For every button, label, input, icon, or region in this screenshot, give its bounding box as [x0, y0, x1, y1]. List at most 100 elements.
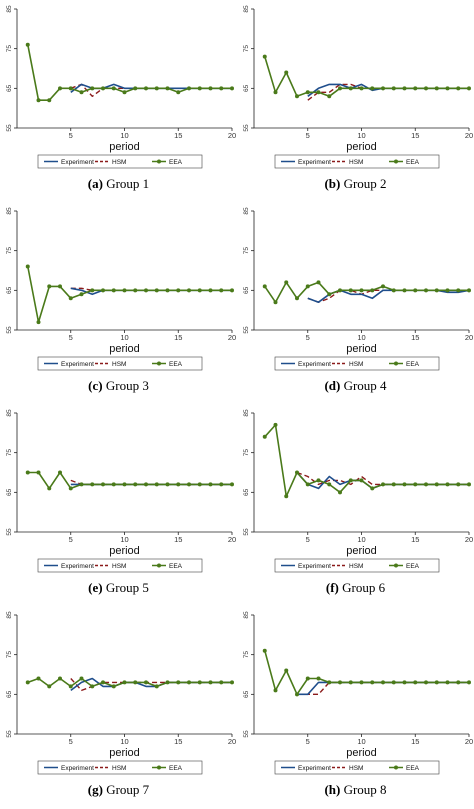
- legend-label: EEA: [406, 765, 420, 772]
- data-point: [295, 470, 299, 475]
- data-point: [402, 680, 407, 685]
- series-line: [307, 83, 469, 101]
- y-tick-label: 65: [243, 488, 250, 496]
- data-point: [424, 482, 428, 487]
- data-point: [133, 86, 138, 91]
- data-point: [305, 676, 310, 681]
- y-tick-label: 65: [243, 84, 250, 92]
- data-point: [456, 288, 461, 293]
- data-point: [413, 482, 418, 487]
- data-point: [456, 86, 461, 91]
- x-tick-label: 10: [357, 535, 365, 544]
- legend-label: Experiment: [61, 361, 94, 368]
- data-point: [144, 288, 148, 293]
- data-point: [424, 288, 428, 293]
- legend-box: [274, 356, 440, 371]
- data-point: [122, 288, 127, 293]
- data-point: [359, 86, 364, 91]
- data-point: [25, 42, 30, 47]
- data-point: [90, 684, 95, 689]
- y-tick-label: 75: [6, 247, 13, 255]
- data-point: [111, 684, 116, 689]
- panel-title: Group 8: [343, 782, 387, 797]
- y-tick-label: 85: [243, 207, 250, 215]
- data-point: [36, 676, 41, 681]
- data-point: [90, 482, 95, 487]
- legend-label: EEA: [169, 563, 183, 570]
- y-tick-label: 85: [6, 611, 13, 619]
- x-tick-label: 20: [465, 131, 473, 140]
- data-point: [316, 478, 321, 483]
- data-point: [370, 86, 375, 91]
- legend: Experiment HSM EEA: [274, 356, 440, 371]
- data-point: [445, 482, 450, 487]
- chart-3: 55 65 75 85 5 10 15 20 period Experiment HSM EEA: [6, 207, 236, 371]
- x-tick-label: 15: [411, 333, 419, 342]
- data-point: [359, 680, 364, 685]
- x-axis-label: period: [346, 141, 377, 153]
- panel-caption: (a) Group 1: [0, 176, 237, 192]
- x-tick-label: 5: [306, 131, 310, 140]
- series-line: [27, 44, 232, 101]
- data-point: [381, 482, 385, 487]
- data-point: [327, 680, 332, 685]
- x-tick-label: 10: [357, 333, 365, 342]
- data-point: [370, 486, 375, 491]
- chart-8: 55 65 75 85 5 10 15 20 period Experiment HSM EEA: [243, 611, 473, 775]
- data-point: [230, 482, 234, 487]
- data-point: [79, 482, 84, 487]
- data-point: [144, 482, 148, 487]
- series-eea: [262, 54, 471, 99]
- data-point: [101, 680, 105, 685]
- data-point: [36, 98, 41, 103]
- data-point: [36, 320, 41, 325]
- data-point: [197, 482, 202, 487]
- data-point: [327, 482, 332, 487]
- panel-letter: (g): [87, 782, 103, 797]
- data-point: [273, 300, 278, 305]
- data-point: [413, 680, 418, 685]
- data-point: [101, 86, 105, 91]
- legend-marker: [394, 361, 398, 366]
- y-tick-label: 55: [6, 124, 13, 132]
- data-point: [101, 288, 105, 293]
- y-tick-label: 85: [243, 611, 250, 619]
- data-point: [165, 482, 170, 487]
- data-point: [391, 288, 396, 293]
- x-tick-label: 15: [174, 333, 182, 342]
- panel-caption: (e) Group 5: [0, 580, 237, 596]
- series-eea: [25, 42, 234, 103]
- data-point: [176, 680, 181, 685]
- panel-caption: (b) Group 2: [237, 176, 474, 192]
- x-tick-label: 15: [411, 535, 419, 544]
- x-tick-label: 10: [357, 737, 365, 746]
- legend-label: HSM: [112, 361, 126, 368]
- x-tick-label: 10: [120, 333, 128, 342]
- legend-label: HSM: [349, 159, 363, 166]
- y-tick-label: 55: [6, 326, 13, 334]
- data-point: [111, 482, 116, 487]
- x-axis-label: period: [109, 545, 140, 557]
- legend-label: HSM: [112, 765, 126, 772]
- data-point: [122, 680, 127, 685]
- x-axis-label: period: [109, 747, 140, 759]
- legend: Experiment HSM EEA: [37, 154, 203, 169]
- data-point: [295, 94, 299, 99]
- data-point: [316, 676, 321, 681]
- legend-box: [274, 154, 440, 169]
- data-point: [445, 680, 450, 685]
- series-eea: [25, 264, 234, 325]
- data-point: [262, 434, 267, 439]
- legend-label: EEA: [169, 765, 183, 772]
- data-point: [467, 680, 471, 685]
- panel-title: Group 6: [342, 580, 386, 595]
- panel-caption: (d) Group 4: [237, 378, 474, 394]
- data-point: [133, 288, 138, 293]
- data-point: [154, 482, 159, 487]
- data-point: [58, 86, 62, 91]
- data-point: [219, 680, 224, 685]
- axes: [16, 211, 232, 331]
- y-tick-label: 75: [243, 247, 250, 255]
- x-tick-label: 10: [120, 131, 128, 140]
- data-point: [154, 684, 159, 689]
